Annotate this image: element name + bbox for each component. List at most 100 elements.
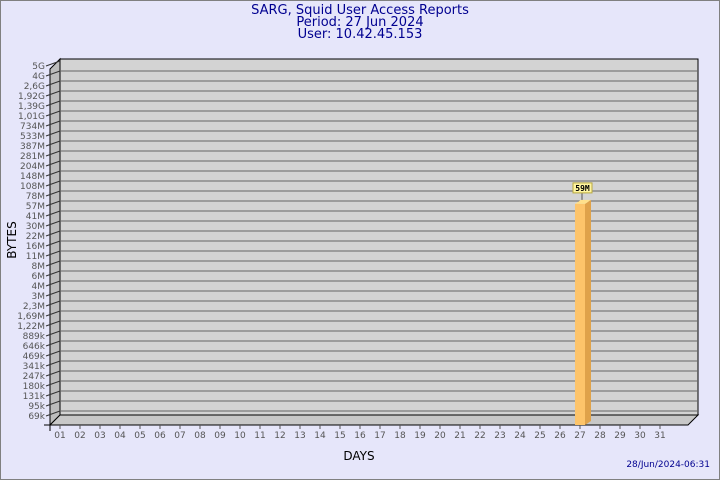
y-tick-label: 57M [26, 202, 45, 212]
y-tick-label: 387M [20, 142, 45, 152]
y-tick [45, 160, 61, 167]
y-tick-label: 247k [23, 372, 46, 382]
bar-top [575, 199, 591, 204]
y-tick [45, 90, 61, 97]
data-label-box [572, 182, 593, 194]
y-tick-label: 8M [32, 262, 46, 272]
y-tick [45, 220, 61, 227]
y-tick [45, 280, 61, 287]
y-tick-label: 1,22M [17, 322, 45, 332]
x-tick-label: 04 [114, 431, 126, 441]
x-tick-label: 19 [414, 431, 426, 441]
x-tick-label: 31 [654, 431, 665, 441]
y-tick [45, 340, 61, 347]
y-tick-label: 646k [23, 342, 46, 352]
y-tick-label: 6M [32, 272, 46, 282]
y-tick [45, 120, 61, 127]
x-tick-label: 17 [374, 431, 385, 441]
y-axis-title: BYTES [5, 221, 19, 258]
y-tick [45, 370, 61, 377]
y-tick [45, 350, 61, 357]
y-tick [45, 310, 61, 317]
y-tick-label: 533M [20, 132, 45, 142]
y-tick [45, 150, 61, 157]
y-tick-label: 4G [32, 72, 45, 82]
x-tick-label: 08 [194, 431, 206, 441]
x-tick-label: 27 [574, 431, 585, 441]
y-tick [45, 270, 61, 277]
y-tick-label: 734M [20, 122, 45, 132]
y-tick-label: 95k [28, 402, 45, 412]
x-tick-label: 14 [314, 431, 326, 441]
x-tick-label: 01 [54, 431, 65, 441]
y-tick [45, 100, 61, 107]
y-tick-label: 341k [23, 362, 46, 372]
x-tick-label: 26 [554, 431, 566, 441]
x-tick-label: 28 [594, 431, 606, 441]
chart-period: Period: 27 Jun 2024 [296, 15, 424, 30]
y-tick-label: 4M [32, 282, 46, 292]
y-tick-label: 1,39G [18, 102, 45, 112]
y-tick-label: 204M [20, 162, 45, 172]
y-tick-label: 180k [23, 382, 46, 392]
y-tick [45, 290, 61, 297]
y-tick [45, 180, 61, 187]
plot-floor [48, 414, 700, 426]
y-tick [45, 380, 61, 387]
y-tick [45, 110, 61, 117]
y-tick-label: 41M [26, 212, 45, 222]
y-tick [45, 210, 61, 217]
x-tick-label: 06 [154, 431, 166, 441]
data-label: 59M [575, 184, 590, 193]
x-tick-label: 25 [534, 431, 545, 441]
x-tick-label: 12 [274, 431, 285, 441]
y-tick-label: 69k [28, 412, 45, 422]
x-tick-label: 22 [474, 431, 485, 441]
y-tick [45, 240, 61, 247]
y-tick-label: 2,6G [24, 82, 45, 92]
x-tick-label: 10 [234, 431, 246, 441]
plot-back-wall [59, 58, 699, 416]
y-tick-label: 108M [20, 182, 45, 192]
y-tick-label: 1,69M [17, 312, 45, 322]
y-tick-label: 148M [20, 172, 45, 182]
x-tick-label: 11 [254, 431, 265, 441]
y-tick-label: 131k [23, 392, 46, 402]
x-tick-label: 05 [134, 431, 145, 441]
y-tick-label: 889k [23, 332, 46, 342]
x-axis-title: DAYS [343, 449, 374, 463]
chart-title: SARG, Squid User Access Reports [251, 3, 469, 18]
x-tick-label: 23 [494, 431, 505, 441]
y-tick [45, 300, 61, 307]
y-tick-label: 78M [26, 192, 45, 202]
y-tick [45, 320, 61, 327]
y-tick-label: 3M [32, 292, 46, 302]
y-tick [45, 130, 61, 137]
y-tick [45, 260, 61, 267]
y-tick-label: 2,3M [23, 302, 45, 312]
generated-timestamp: 28/Jun/2024-06:31 [626, 460, 710, 470]
y-tick [45, 250, 61, 257]
y-tick [45, 200, 61, 207]
y-tick-label: 1,92G [18, 92, 45, 102]
x-tick-label: 09 [214, 431, 226, 441]
y-tick [45, 80, 61, 87]
y-tick-label: 281M [20, 152, 45, 162]
x-tick-label: 07 [174, 431, 185, 441]
y-tick-label: 16M [26, 242, 45, 252]
y-tick-label: 11M [26, 252, 45, 262]
y-tick [45, 410, 61, 417]
y-tick [45, 230, 61, 237]
x-tick-label: 20 [434, 431, 446, 441]
y-tick [45, 400, 61, 407]
y-tick-label: 22M [26, 232, 45, 242]
bar-side [585, 199, 591, 425]
y-tick [45, 170, 61, 177]
y-tick-label: 30M [26, 222, 45, 232]
y-tick [45, 60, 61, 67]
x-tick-label: 30 [634, 431, 646, 441]
y-tick [45, 390, 61, 397]
x-tick-label: 18 [394, 431, 406, 441]
y-tick-label: 5G [32, 62, 45, 72]
